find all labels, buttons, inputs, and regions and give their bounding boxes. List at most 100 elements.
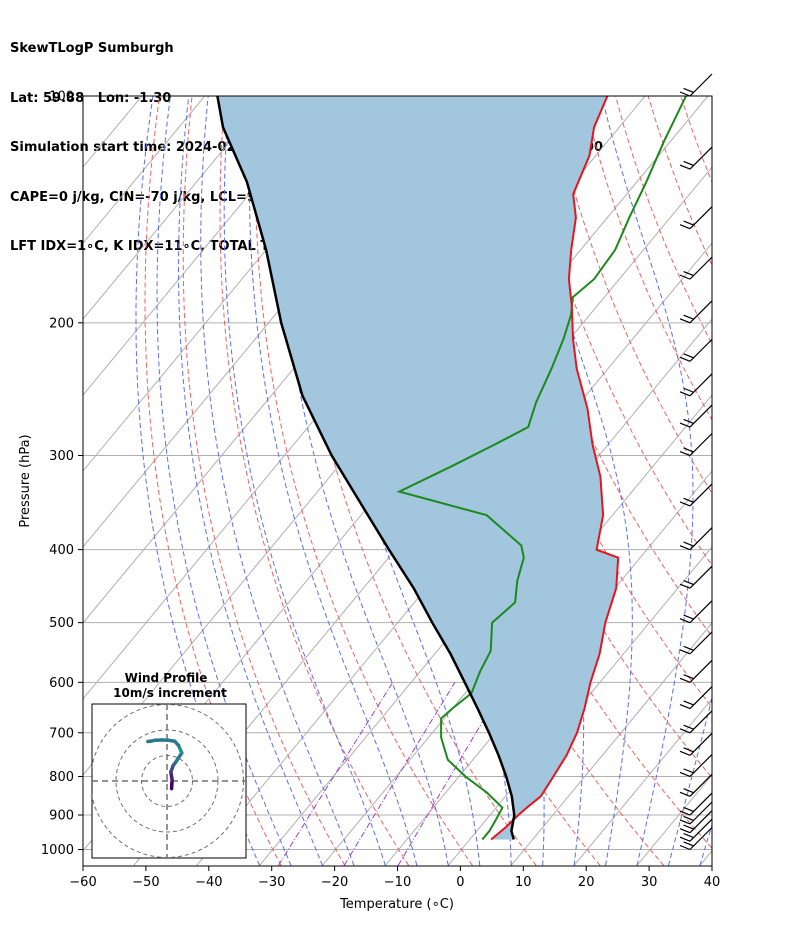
wind-barb-flag <box>683 353 694 359</box>
wind-barb-flag <box>683 270 694 277</box>
y-tick-label: 800 <box>49 770 74 785</box>
wind-barbs <box>679 73 713 851</box>
wind-barb <box>679 527 713 551</box>
cape-shading <box>217 96 619 840</box>
wind-barb-flag <box>683 833 694 839</box>
dry-adiabat-line <box>615 96 712 346</box>
wind-barb-flag <box>679 545 691 551</box>
x-tick-label: 30 <box>641 875 658 890</box>
dry-adiabat-line <box>713 96 794 866</box>
wind-barb-flag <box>679 91 691 97</box>
wind-barb <box>679 792 713 816</box>
wind-barb <box>679 256 713 280</box>
hodograph-inset: Wind Profile 10m/s increment <box>91 671 247 859</box>
wind-barb-staff <box>689 565 713 589</box>
wind-barb <box>679 827 713 851</box>
y-tick-label: 200 <box>49 316 74 331</box>
wind-barb-flag <box>683 700 694 706</box>
wind-barb-flag <box>683 497 694 503</box>
wind-barb-flag <box>679 224 691 230</box>
y-tick-label: 900 <box>49 809 74 824</box>
wind-barb-staff <box>689 338 713 362</box>
wind-barb <box>679 631 713 655</box>
wind-barb <box>679 810 713 834</box>
moist-adiabat-line <box>178 96 323 866</box>
mixing-ratio-line <box>278 682 394 866</box>
wind-barb-staff <box>689 659 713 683</box>
wind-barb <box>679 773 713 797</box>
dry-adiabat-line <box>549 96 712 495</box>
wind-barb-flag <box>683 768 694 774</box>
wind-barb-staff <box>689 404 713 428</box>
wind-barb-flag <box>679 391 691 397</box>
dry-adiabat-line <box>746 96 794 866</box>
wind-barb-staff <box>689 773 713 797</box>
wind-barb-flag <box>683 580 694 586</box>
wind-barb-staff <box>689 631 713 655</box>
wind-barb-flag <box>683 87 694 93</box>
isotherm-line <box>83 96 206 244</box>
x-axis-label: Temperature (∘C) <box>339 897 454 912</box>
wind-barb-flag <box>679 728 691 734</box>
wind-barb-flag <box>683 418 694 424</box>
wind-barb-staff <box>689 373 713 397</box>
profile-lines <box>216 96 687 841</box>
moist-adiabat-line <box>200 96 355 866</box>
hodograph-subtitle: 10m/s increment <box>113 686 227 700</box>
wind-barb-flag <box>679 791 691 797</box>
moist-adiabat-line <box>248 96 418 866</box>
wind-barb-staff <box>689 754 713 777</box>
chart-title: SkewTLogP Sumburgh <box>10 41 174 56</box>
wind-barb <box>679 73 713 97</box>
wind-barb-flag <box>683 220 694 226</box>
wind-barb-flag <box>679 828 691 834</box>
temperature-line <box>490 96 620 841</box>
x-axis-ticks: −60 −50 −40 −30 −20 −10 0 10 20 30 40 <box>69 866 720 890</box>
wind-barb-flag <box>683 841 694 847</box>
hodograph-segment <box>174 751 184 764</box>
wind-barb-staff <box>689 686 713 709</box>
hodograph-trace <box>146 738 184 791</box>
wind-barb-staff <box>689 710 713 734</box>
wind-barb-staff <box>689 146 713 170</box>
wind-barb <box>679 732 713 756</box>
wind-barb-flag <box>679 274 691 280</box>
x-tick-label: 10 <box>515 875 532 890</box>
wind-barb-staff <box>689 801 713 825</box>
wind-barb <box>679 801 713 825</box>
wind-barb <box>679 300 713 324</box>
wind-barb-flag <box>679 810 691 816</box>
isotherm-line <box>0 96 79 865</box>
y-tick-label: 700 <box>49 726 74 741</box>
wind-barb <box>679 754 713 778</box>
wind-barb-staff <box>689 206 713 230</box>
dry-adiabat-line <box>779 96 794 866</box>
wind-barb <box>679 373 713 397</box>
wind-barb <box>679 206 713 230</box>
moist-adiabat-line <box>731 96 794 866</box>
mixing-ratio-line <box>343 682 456 866</box>
wind-barb-staff <box>689 827 713 850</box>
moist-adiabat-line <box>276 96 449 866</box>
wind-barb-staff <box>689 732 713 756</box>
wind-barb-staff <box>689 792 713 816</box>
y-axis-label: Pressure (hPa) <box>18 434 33 527</box>
dewpoint-line <box>396 96 687 841</box>
isotherm-line <box>763 96 794 865</box>
hodograph-grid <box>92 704 246 858</box>
dry-adiabat-line <box>254 96 473 866</box>
wind-barb-staff <box>689 600 713 624</box>
wind-barb-flag <box>679 844 691 851</box>
wind-barb-flag <box>683 788 694 794</box>
wind-barb-flag <box>679 318 691 324</box>
wind-barb-staff <box>689 810 713 834</box>
wind-barb-staff <box>689 527 713 551</box>
y-axis-ticks: 1000 900 800 700 600 500 400 300 200 100 <box>41 90 83 858</box>
hodograph-title: Wind Profile <box>125 671 208 685</box>
wind-barb-flag <box>679 750 691 756</box>
dry-adiabat-line <box>182 96 346 866</box>
wind-barb <box>679 483 713 507</box>
y-tick-label: 300 <box>49 449 74 464</box>
dry-adiabat-line <box>582 96 712 421</box>
isotherm-line <box>636 774 712 866</box>
